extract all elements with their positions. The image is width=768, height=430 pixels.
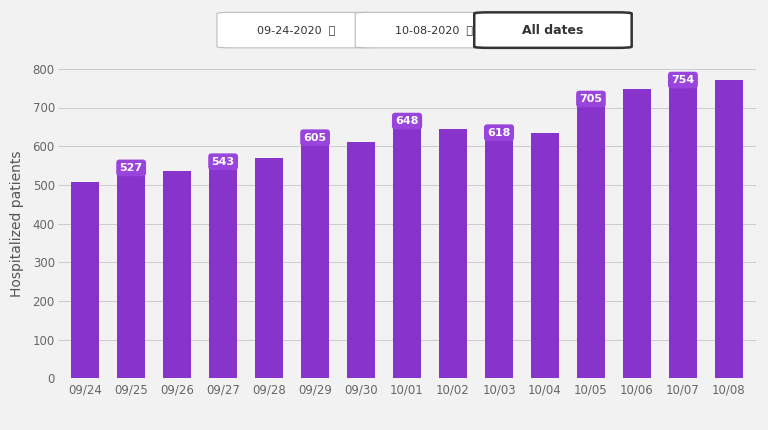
Bar <box>118 175 145 378</box>
Text: 754: 754 <box>671 75 694 85</box>
Text: 618: 618 <box>488 128 511 138</box>
Bar <box>623 89 650 378</box>
Bar <box>301 144 329 378</box>
Text: 605: 605 <box>303 133 326 143</box>
Text: 10-08-2020  📅: 10-08-2020 📅 <box>395 25 473 35</box>
Bar <box>715 80 743 378</box>
Text: All dates: All dates <box>522 24 584 37</box>
Bar <box>347 142 375 378</box>
Text: 527: 527 <box>120 163 143 173</box>
Text: 543: 543 <box>211 157 235 167</box>
Bar <box>485 139 513 378</box>
Bar <box>71 182 99 378</box>
FancyBboxPatch shape <box>217 12 374 48</box>
FancyBboxPatch shape <box>474 12 631 48</box>
Bar <box>439 129 467 378</box>
Bar <box>669 86 697 378</box>
Bar <box>393 128 421 378</box>
Bar <box>531 133 559 378</box>
Bar <box>578 106 604 378</box>
Text: 705: 705 <box>579 94 602 104</box>
Bar <box>210 168 237 378</box>
Bar <box>164 172 191 378</box>
Text: 648: 648 <box>396 116 419 126</box>
Text: 09-24-2020  📅: 09-24-2020 📅 <box>257 25 335 35</box>
Bar <box>255 158 283 378</box>
FancyBboxPatch shape <box>355 12 513 48</box>
Y-axis label: Hospitalized patients: Hospitalized patients <box>10 150 25 297</box>
